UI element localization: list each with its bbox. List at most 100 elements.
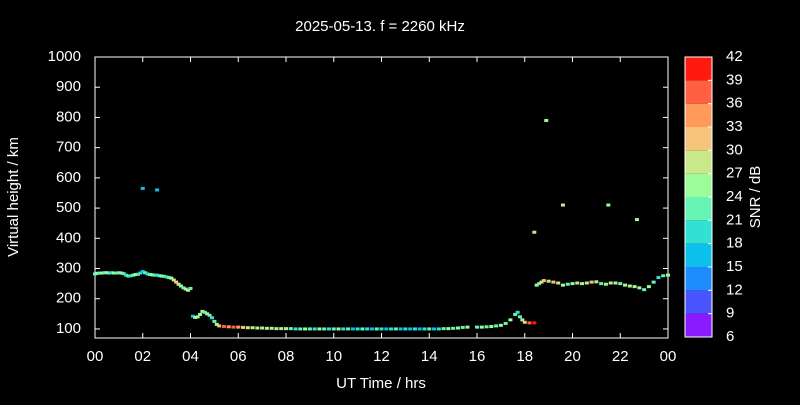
colorbar-tick-label: 6: [726, 328, 734, 345]
data-point: [537, 282, 542, 286]
data-point: [274, 327, 279, 331]
data-point: [104, 271, 109, 275]
data-point: [326, 327, 331, 331]
y-tick-label: 800: [56, 108, 81, 125]
x-tick-label: 12: [373, 348, 390, 365]
data-point: [475, 325, 479, 329]
data-point: [135, 272, 140, 276]
x-tick-label: 04: [182, 348, 199, 365]
data-point: [642, 288, 647, 292]
data-point: [479, 325, 484, 329]
data-point: [618, 282, 623, 286]
data-point: [176, 282, 181, 286]
data-point: [432, 327, 437, 331]
data-point: [116, 271, 121, 275]
data-point: [100, 271, 105, 275]
data-point: [126, 274, 131, 278]
data-point: [544, 118, 549, 122]
data-point: [539, 280, 544, 284]
colorbar-tick-label: 12: [726, 281, 743, 298]
data-point: [517, 315, 522, 319]
data-point: [241, 325, 246, 329]
data-point: [541, 279, 546, 283]
data-point: [193, 315, 198, 319]
colorbar-tick-label: 36: [726, 95, 743, 112]
data-point: [307, 327, 312, 331]
data-point: [346, 327, 351, 331]
data-point: [455, 326, 460, 330]
data-point: [336, 327, 341, 331]
data-point: [570, 282, 575, 286]
data-point: [95, 271, 100, 275]
data-point: [167, 276, 172, 280]
data-point: [556, 281, 561, 285]
colorbar-block: [685, 127, 712, 151]
data-point: [379, 327, 384, 331]
data-point: [603, 282, 608, 286]
y-tick-label: 300: [56, 259, 81, 276]
x-tick-label: 18: [516, 348, 533, 365]
y-tick-label: 600: [56, 169, 81, 186]
colorbar-tick-label: 24: [726, 188, 743, 205]
data-point: [183, 287, 188, 291]
data-point: [589, 280, 594, 284]
data-point: [178, 284, 183, 288]
colorbar-block: [685, 220, 712, 244]
data-point: [436, 327, 441, 331]
data-point: [169, 276, 174, 280]
data-point: [403, 327, 408, 331]
data-point: [508, 318, 513, 322]
data-point: [250, 326, 255, 330]
data-point: [264, 326, 269, 330]
data-point: [155, 188, 160, 192]
data-point: [565, 282, 570, 286]
data-point: [446, 327, 451, 331]
data-point: [532, 230, 537, 234]
data-point: [143, 271, 148, 275]
data-point: [255, 326, 260, 330]
data-point: [112, 271, 117, 275]
colorbar-block: [685, 173, 712, 197]
data-point: [171, 278, 176, 282]
data-point: [157, 274, 162, 278]
data-point: [656, 276, 661, 280]
data-point: [269, 326, 274, 330]
x-tick-label: 22: [612, 348, 629, 365]
data-point: [632, 285, 637, 289]
data-point: [575, 281, 580, 285]
colorbar-tick-label: 27: [726, 165, 743, 182]
data-point: [279, 327, 284, 331]
data-point: [155, 273, 160, 277]
data-point: [202, 310, 207, 314]
colorbar-tick-label: 21: [726, 211, 743, 228]
data-point: [546, 279, 551, 283]
data-point: [451, 326, 456, 330]
data-point: [260, 326, 265, 330]
data-point: [584, 281, 589, 285]
y-tick-label: 500: [56, 199, 81, 216]
y-tick-label: 100: [56, 320, 81, 337]
colorbar-block: [685, 197, 712, 221]
data-point: [119, 271, 124, 275]
data-point: [159, 274, 164, 278]
data-point: [666, 273, 670, 277]
data-point: [107, 271, 112, 275]
data-point: [97, 271, 102, 275]
x-tick-label: 02: [134, 348, 151, 365]
data-point: [236, 325, 241, 329]
x-tick-label: 10: [325, 348, 342, 365]
data-point: [355, 327, 360, 331]
colorbar-tick-label: 9: [726, 305, 734, 322]
data-point: [181, 286, 186, 290]
x-axis-label: UT Time / hrs: [336, 375, 426, 392]
data-point: [599, 282, 604, 286]
data-point: [205, 312, 210, 316]
data-point: [131, 273, 136, 277]
data-point: [174, 280, 179, 284]
data-point: [398, 327, 403, 331]
colorbar-tick-label: 39: [726, 71, 743, 88]
data-point: [513, 312, 518, 316]
data-point: [231, 325, 236, 329]
colorbar-tick-label: 18: [726, 235, 743, 252]
